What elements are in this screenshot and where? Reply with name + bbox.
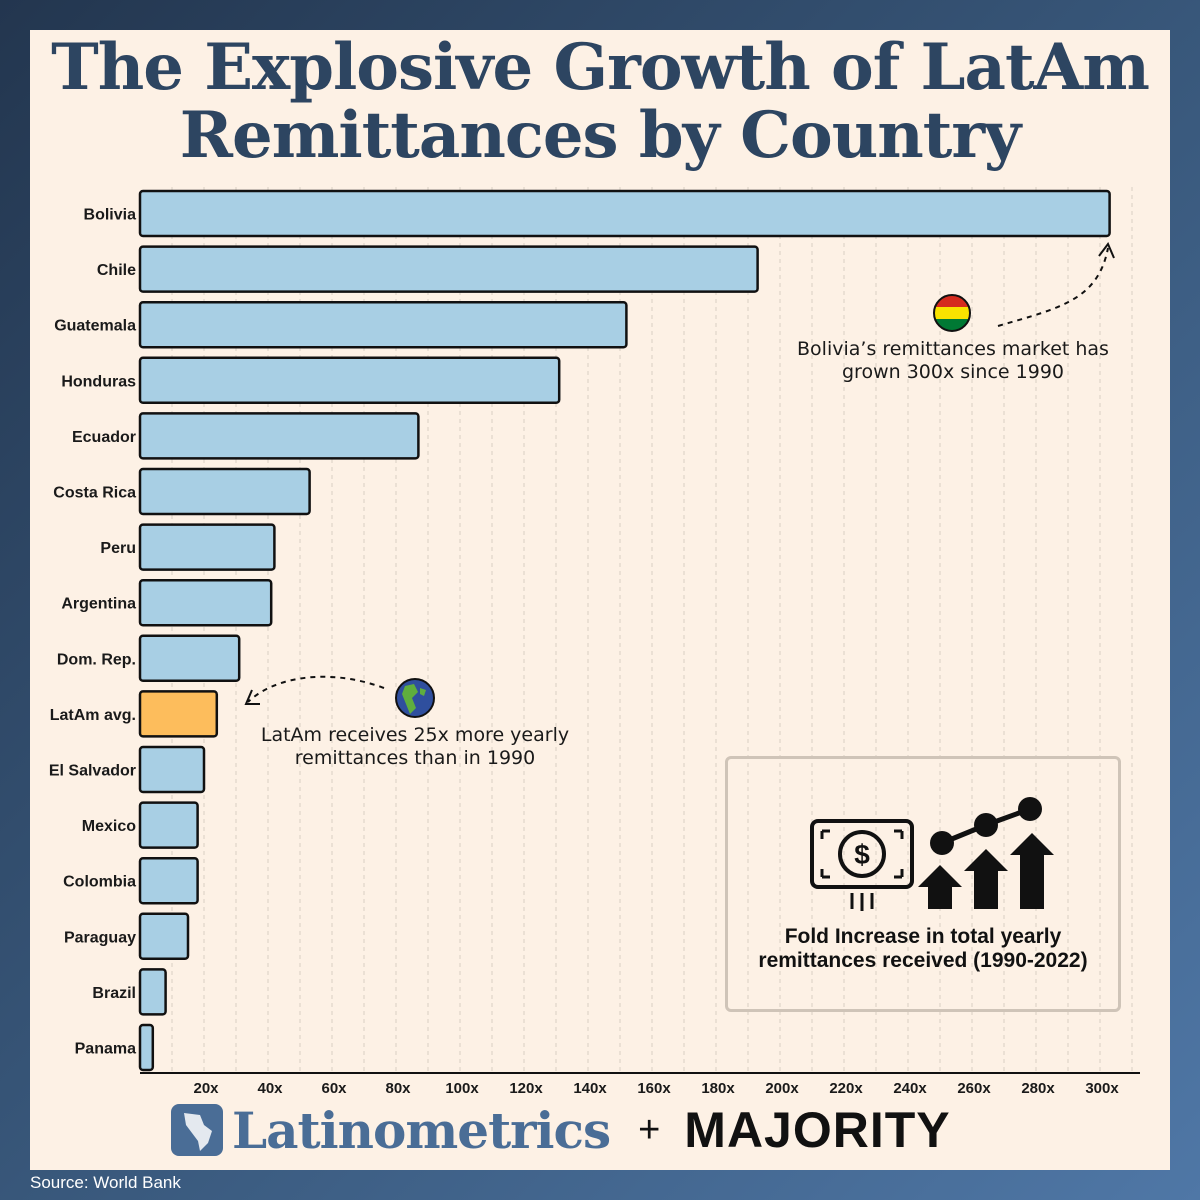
category-label: Guatemala	[54, 318, 136, 335]
page-title: The Explosive Growth of LatAm Remittance…	[0, 34, 1200, 170]
latam-arrowhead	[244, 689, 260, 705]
legend-line-1: Fold Increase in total yearly	[784, 925, 1062, 948]
bolivia-annotation: Bolivia’s remittances market has grown 3…	[760, 338, 1146, 384]
latinometrics-brand: Latinometrics	[232, 1100, 611, 1160]
bar-argentina	[138, 578, 273, 627]
x-tick-label: 140x	[573, 1080, 607, 1097]
latinometrics-logo-icon	[171, 1104, 223, 1156]
latam-annotation-arrow	[247, 675, 385, 703]
svg-text:$: $	[854, 839, 870, 870]
category-label: Colombia	[63, 874, 136, 891]
bar-latam-avg	[138, 690, 219, 738]
latam-annotation-line-1: LatAm receives 25x more yearly	[260, 724, 570, 746]
category-label: Paraguay	[64, 929, 136, 946]
category-label: Ecuador	[72, 429, 136, 446]
x-tick-label: 300x	[1085, 1080, 1119, 1097]
x-tick-label: 180x	[701, 1080, 735, 1097]
x-tick-label: 80x	[385, 1080, 411, 1097]
category-label: Peru	[100, 540, 136, 557]
money-growth-icon: $	[810, 797, 1054, 911]
bar-bolivia	[138, 189, 1111, 238]
category-labels: Bolivia Chile Guatemala Honduras Ecuador Cost…	[49, 207, 136, 1058]
category-label: Honduras	[61, 373, 136, 390]
category-label: Dom. Rep.	[57, 651, 136, 668]
x-tick-label: 200x	[765, 1080, 799, 1097]
bar-guatemala	[138, 300, 628, 349]
bolivia-flag-icon	[933, 294, 971, 332]
source-note: Source: World Bank	[30, 1173, 181, 1192]
x-axis-ticks: 20x 40x 60x 80x 100x 120x 140x 160x 180x 200x 220x…	[193, 1080, 1119, 1097]
bar-brazil	[138, 968, 167, 1016]
category-label: Chile	[97, 262, 136, 279]
title-line-2: Remittances by Country	[179, 98, 1021, 173]
x-tick-label: 240x	[893, 1080, 927, 1097]
bar-chart: Bolivia Chile Guatemala Honduras Ecuador Cost…	[49, 187, 1140, 1097]
bar-mexico	[138, 801, 199, 849]
bar-colombia	[138, 856, 199, 905]
footer-branding: Latinometrics + MAJORITY	[170, 1100, 951, 1160]
category-label: Argentina	[61, 596, 136, 613]
category-label: El Salvador	[49, 763, 136, 780]
bolivia-annotation-arrow	[997, 247, 1109, 327]
majority-brand: MAJORITY	[684, 1102, 951, 1158]
bar-peru	[138, 523, 276, 571]
bolivia-arrowhead	[1098, 242, 1115, 259]
bar-dom-rep	[138, 634, 241, 683]
bar-paraguay	[138, 912, 190, 961]
x-tick-label: 40x	[257, 1080, 283, 1097]
bolivia-annotation-line-2: grown 300x since 1990	[842, 361, 1064, 383]
category-label: Bolivia	[84, 207, 137, 224]
category-label: Mexico	[82, 818, 136, 835]
category-label: LatAm avg.	[50, 707, 136, 724]
title-line-1: The Explosive Growth of LatAm	[51, 30, 1150, 105]
x-tick-label: 220x	[829, 1080, 863, 1097]
x-tick-label: 280x	[1021, 1080, 1055, 1097]
legend-box: $ Fold Increase in total yearly remittan…	[725, 756, 1121, 1012]
category-label: Costa Rica	[53, 485, 136, 502]
latam-annotation: LatAm receives 25x more yearly remittanc…	[222, 724, 608, 770]
bar-ecuador	[138, 412, 420, 460]
x-tick-label: 120x	[509, 1080, 543, 1097]
legend-caption: Fold Increase in total yearly remittance…	[728, 925, 1118, 973]
category-label: Brazil	[92, 985, 136, 1002]
bolivia-annotation-line-1: Bolivia’s remittances market has	[797, 338, 1109, 360]
bar-chile	[138, 245, 759, 293]
bar-panama	[138, 1023, 155, 1072]
latam-annotation-line-2: remittances than in 1990	[294, 747, 536, 769]
bar-costa-rica	[138, 467, 311, 516]
x-tick-label: 100x	[445, 1080, 479, 1097]
bar-honduras	[138, 356, 561, 405]
category-label: Panama	[75, 1041, 136, 1058]
bars	[138, 189, 1111, 1072]
x-tick-label: 260x	[957, 1080, 991, 1097]
plus-sign: +	[638, 1108, 661, 1151]
x-tick-label: 60x	[321, 1080, 347, 1097]
legend-line-2: remittances received (1990-2022)	[758, 949, 1088, 972]
x-tick-label: 20x	[193, 1080, 219, 1097]
bar-el-salvador	[138, 745, 206, 794]
globe-icon	[395, 678, 435, 718]
x-tick-label: 160x	[637, 1080, 671, 1097]
